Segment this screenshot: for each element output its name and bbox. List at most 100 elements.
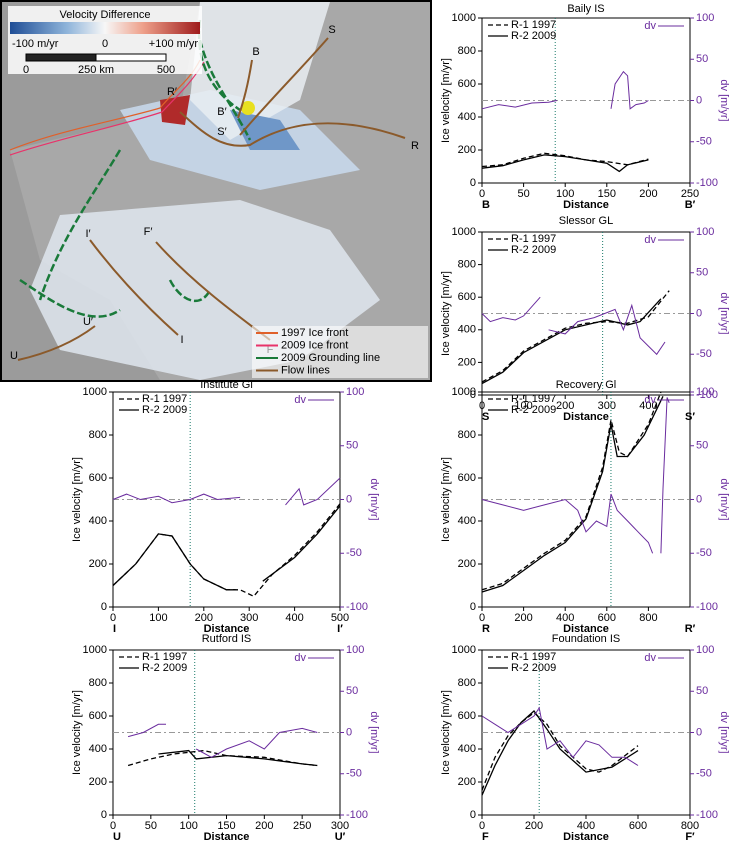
legend-label: R-2 2009 (511, 404, 556, 416)
velocity-line (481, 298, 662, 385)
y2-tick-label: 100 (696, 226, 714, 238)
x-tick-label: 600 (598, 612, 616, 624)
y-tick-label: 800 (89, 677, 107, 689)
y2-tick-label: 100 (696, 386, 714, 398)
x-tick-label: 500 (331, 612, 349, 624)
flow-line-label: U′ (83, 316, 93, 328)
x-axis-label: Distance (563, 831, 609, 843)
x-tick-label: 100 (179, 820, 197, 832)
x-tick-label: 50 (145, 820, 157, 832)
y-axis-label: Ice velocity [m/yr] (440, 58, 452, 143)
chart: Slessor GL 0 100 200 300 400 0 200 400 600 800 1000… (440, 215, 730, 423)
y-tick-label: 800 (89, 429, 107, 441)
chart: Rutford IS 0 50 100 150 200 250 300 0 200 400 600 80… (71, 633, 380, 843)
y-tick-label: 400 (458, 111, 476, 123)
x-tick-label: 400 (285, 612, 303, 624)
flow-line-label: S (328, 24, 335, 36)
y2-tick-label: 0 (346, 726, 352, 738)
legend-label: dv (644, 234, 656, 246)
ice-front-2009 (9, 61, 205, 156)
legend-label: R-2 2009 (511, 662, 556, 674)
legend-label: R-1 1997 (511, 19, 556, 31)
grounding-line (19, 19, 252, 318)
velocity-line (481, 290, 670, 383)
y2-tick-label: 100 (346, 644, 364, 656)
y2-axis-label: dv [m/yr] (718, 292, 730, 334)
velocity-line (158, 749, 318, 767)
y-tick-label: 600 (458, 291, 476, 303)
y2-tick-label: -100 (346, 601, 368, 613)
y-tick-label: 400 (458, 743, 476, 755)
chart-title: Institute Gl (200, 379, 253, 391)
x-tick-label: 200 (525, 820, 543, 832)
chart: Institute Gl0 100 200 300 400 500020040060080… (71, 379, 380, 635)
flow-line-label: S′ (217, 126, 226, 138)
y2-tick-label: 50 (346, 440, 358, 452)
y2-tick-label: 50 (696, 53, 708, 65)
end-label: F′ (685, 831, 695, 843)
legend-label: 1997 Ice front (281, 327, 348, 339)
charts: Baily IS0 50 100 150 200 25002004006008001000… (71, 3, 730, 843)
y-tick-label: 0 (101, 601, 107, 613)
y2-axis-label: dv [m/yr] (368, 478, 380, 520)
x-tick-label: 100 (556, 188, 574, 200)
x-axis-label: Distance (563, 411, 609, 423)
y2-tick-label: 50 (696, 685, 708, 697)
x-tick-label: 200 (195, 612, 213, 624)
y-tick-label: 400 (89, 743, 107, 755)
velocity-line (127, 749, 318, 767)
y-tick-label: 800 (458, 259, 476, 271)
legend-label: R-1 1997 (511, 651, 556, 663)
y-axis-label: Ice velocity [m/yr] (440, 271, 452, 356)
x-tick-label: 250 (293, 820, 311, 832)
y2-tick-label: -100 (696, 601, 718, 613)
chart-title: Foundation IS (552, 633, 621, 645)
y-tick-label: 1000 (83, 644, 107, 656)
start-label: I (113, 623, 116, 635)
scale-bar (25, 53, 97, 62)
y-tick-label: 400 (458, 324, 476, 336)
legend-label: 2009 Grounding line (281, 352, 380, 364)
x-tick-label: 400 (577, 820, 595, 832)
dv-line (481, 296, 666, 356)
x-tick-label: 0 (110, 612, 116, 624)
end-label: U′ (335, 831, 346, 843)
x-axis-label: Distance (563, 199, 609, 211)
y-tick-label: 600 (89, 710, 107, 722)
end-label: R′ (685, 623, 696, 635)
y-tick-label: 1000 (83, 386, 107, 398)
velocity-line (481, 391, 662, 591)
y-axis-label: Ice velocity [m/yr] (71, 457, 83, 542)
y-tick-label: 200 (458, 558, 476, 570)
y2-tick-label: -50 (696, 547, 712, 559)
colorbar-title: Velocity Difference (60, 9, 151, 21)
legend-label: dv (294, 652, 306, 664)
legend-label: R-1 1997 (511, 233, 556, 245)
chart-title: Recovery Gl (556, 379, 617, 391)
legend-label: R-1 1997 (142, 393, 187, 405)
chart: Foundation IS 0 200 400 600 800 0 200 400 600 800 1… (440, 633, 730, 843)
y2-tick-label: 50 (696, 267, 708, 279)
x-tick-label: 100 (149, 612, 167, 624)
y-tick-label: 600 (89, 472, 107, 484)
y2-tick-label: 100 (696, 644, 714, 656)
colorbar-tick: 0 (102, 38, 108, 50)
legend-label: dv (644, 652, 656, 664)
x-tick-label: 600 (629, 820, 647, 832)
end-label: B′ (685, 199, 696, 211)
colorbar (10, 22, 200, 34)
y2-tick-label: -50 (696, 768, 712, 780)
end-label: I′ (337, 623, 343, 635)
dv-line (127, 723, 318, 758)
y-tick-label: 800 (458, 45, 476, 57)
y2-tick-label: 50 (696, 440, 708, 452)
x-axis-label: Distance (204, 623, 250, 635)
y2-tick-label: 100 (346, 386, 364, 398)
x-tick-label: 200 (514, 612, 532, 624)
velocity-line (481, 152, 649, 168)
y2-tick-label: -50 (696, 136, 712, 148)
flow-line-label: B′ (217, 106, 226, 118)
start-label: F (482, 831, 489, 843)
